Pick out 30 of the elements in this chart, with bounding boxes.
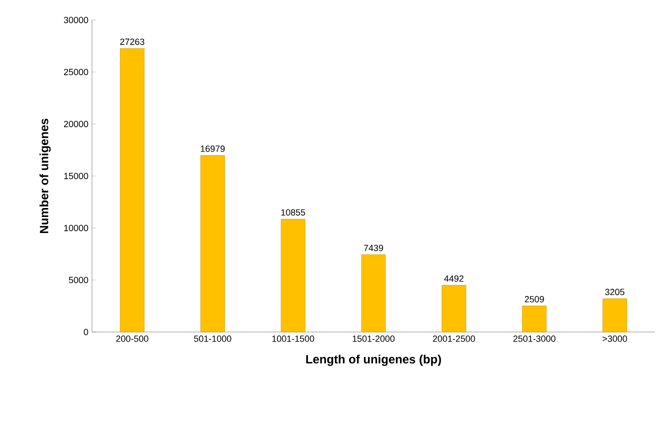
y-tick-label: 0 [84, 328, 88, 336]
bar [361, 254, 386, 332]
bar [280, 218, 306, 332]
bar [442, 285, 466, 332]
x-tick-label: 1501-2000 [352, 336, 395, 342]
bar [120, 48, 144, 332]
bar [522, 306, 547, 332]
data-label: 3205 [605, 288, 624, 296]
y-tick-label: 5000 [68, 276, 88, 284]
data-label: 4492 [444, 275, 464, 282]
x-tick-label: 2501-3000 [513, 336, 556, 342]
data-label: 2509 [524, 296, 544, 302]
x-axis-title: Length of unigenes (bp) [306, 354, 441, 366]
bar [602, 298, 627, 332]
x-tick-label: >3000 [602, 336, 628, 342]
bar [200, 155, 225, 332]
y-axis-title: Number of unigenes [40, 118, 51, 233]
data-label: 10855 [281, 209, 306, 216]
x-tick-label: 501-1000 [194, 336, 232, 342]
y-tick-label: 25000 [64, 68, 88, 76]
y-tick-label: 15000 [64, 172, 88, 180]
x-tick-label: 1001-1500 [272, 336, 314, 342]
x-tick-label: 2001-2500 [432, 336, 476, 342]
y-tick-label: 30000 [64, 16, 88, 24]
y-tick-label: 20000 [64, 120, 88, 128]
x-tick-label: 200-500 [116, 336, 148, 342]
data-label: 27263 [120, 38, 144, 45]
data-label: 16979 [200, 146, 225, 152]
data-label: 7439 [364, 244, 384, 252]
y-tick-label: 10000 [64, 224, 88, 232]
